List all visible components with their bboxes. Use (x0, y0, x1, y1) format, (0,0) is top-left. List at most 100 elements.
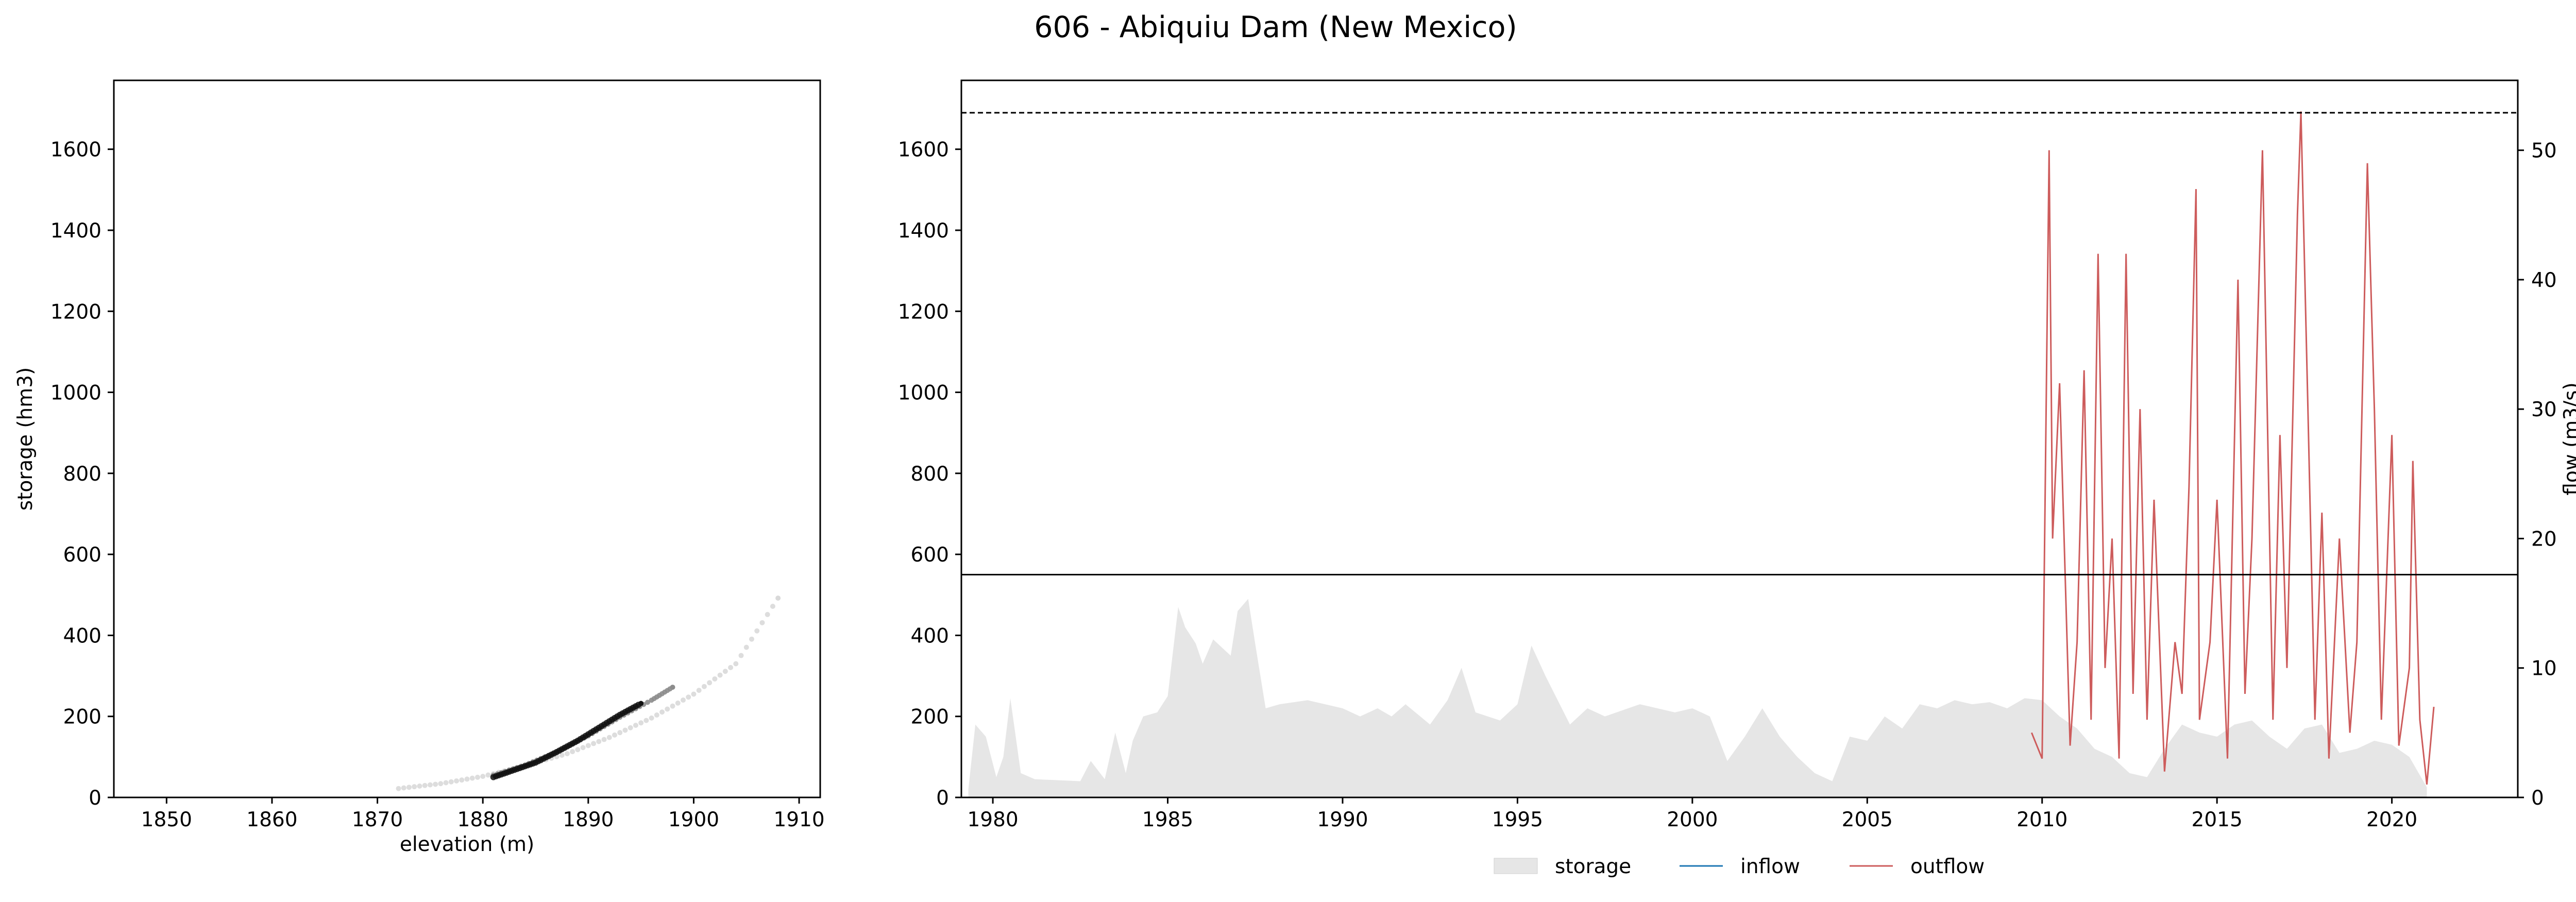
scatter-point (454, 778, 460, 784)
scatter-point (645, 700, 650, 705)
y-tick-label: 1400 (898, 219, 949, 243)
scatter-point (675, 700, 681, 706)
x-tick-label: 1990 (1317, 808, 1368, 831)
y-tick-label: 1600 (50, 139, 101, 162)
scatter-point (580, 745, 586, 751)
x-tick-label: 1880 (457, 808, 509, 831)
legend-item-outflow: outflow (1850, 855, 1985, 878)
y2-tick-label: 50 (2531, 140, 2557, 163)
scatter-point (622, 727, 628, 733)
y-tick-label: 200 (911, 706, 949, 729)
left-chart-panel: 1850 1860 1870 1880 1890 1900 1910 0 200 400 600 80… (14, 79, 825, 856)
y-tick-label: 600 (911, 543, 949, 567)
y-tick-label: 1000 (50, 382, 101, 405)
scatter-point (649, 715, 654, 721)
x-tick-label: 2000 (1667, 808, 1718, 831)
y-tick-label: 600 (63, 543, 101, 567)
x-tick-label: 2010 (2016, 808, 2067, 831)
x-tick-label: 1985 (1142, 808, 1193, 831)
scatter-point (759, 620, 765, 625)
scatter-point (738, 653, 744, 658)
scatter-point (606, 735, 612, 740)
scatter-point (422, 782, 428, 788)
scatter-point (417, 783, 422, 789)
scatter-point (643, 718, 649, 723)
x-tick-label: 1870 (352, 808, 403, 831)
y-tick-label: 0 (89, 787, 101, 810)
scatter-point (612, 732, 617, 738)
scatter-point (585, 743, 591, 748)
scatter-point (474, 774, 480, 780)
scatter-point (765, 611, 770, 617)
legend-item-storage: storage (1494, 855, 1631, 878)
legend-item-inflow: inflow (1680, 855, 1800, 878)
scatter-point (722, 669, 728, 674)
scatter-point (733, 661, 739, 667)
y-tick-label: 800 (911, 463, 949, 486)
scatter-point (591, 741, 597, 746)
scatter-point (638, 701, 644, 706)
scatter-point (728, 665, 734, 670)
scatter-point (406, 785, 412, 790)
y2-tick-label: 40 (2531, 269, 2557, 292)
legend-label-outflow: outflow (1910, 855, 1985, 878)
scatter-point (654, 712, 659, 718)
scatter-point (575, 747, 581, 753)
x-tick-label: 1980 (967, 808, 1018, 831)
scatter-point (628, 725, 633, 730)
x-tick-label: 1890 (563, 808, 614, 831)
x-axis-label: elevation (m) (400, 833, 534, 856)
x-tick-label: 2020 (2366, 808, 2417, 831)
y-tick-label: 1600 (898, 139, 949, 162)
y2-tick-label: 10 (2531, 657, 2557, 680)
legend-swatch-storage (1494, 858, 1538, 874)
figure-title: 606 - Abiquiu Dam (New Mexico) (1034, 10, 1517, 44)
scatter-point (438, 781, 444, 787)
x-tick-label: 2005 (1842, 808, 1893, 831)
scatter-series-2 (490, 701, 644, 780)
scatter-point (701, 684, 707, 689)
scatter-point (396, 786, 401, 791)
legend: storage inflow outflow (1494, 855, 1985, 878)
scatter-point (633, 723, 638, 728)
scatter-point (448, 779, 454, 785)
scatter-point (559, 753, 565, 758)
scatter-point (638, 720, 644, 726)
y2-tick-label: 20 (2531, 527, 2557, 551)
y-tick-label: 1200 (50, 300, 101, 324)
scatter-point (680, 697, 686, 703)
scatter-point (601, 737, 607, 742)
scatter-point (665, 706, 670, 712)
scatter-point (459, 777, 465, 783)
right-plot-frame (960, 79, 2519, 798)
scatter-point (691, 691, 697, 697)
y-axis-label: storage (hm3) (14, 367, 37, 511)
legend-label-storage: storage (1555, 855, 1631, 878)
y2-tick-label: 30 (2531, 398, 2557, 421)
legend-label-inflow: inflow (1740, 855, 1800, 878)
scatter-point (464, 776, 470, 782)
scatter-point (469, 775, 475, 781)
scatter-point (659, 709, 665, 715)
scatter-point (570, 749, 575, 755)
y-tick-label: 200 (63, 706, 101, 729)
storage-area (968, 599, 2427, 797)
scatter-point (427, 782, 433, 788)
y2-tick-label: 0 (2531, 787, 2544, 810)
y-tick-label: 1000 (898, 382, 949, 405)
scatter-point (670, 685, 675, 690)
scatter-point (480, 774, 486, 779)
x-tick-label: 1900 (668, 808, 719, 831)
y-tick-label: 800 (63, 463, 101, 486)
scatter-point (686, 694, 691, 700)
x-tick-label: 1910 (773, 808, 824, 831)
y2-axis-label: flow (m3/s) (2560, 382, 2576, 495)
scatter-point (433, 781, 438, 787)
x-tick-label: 1995 (1492, 808, 1543, 831)
scatter-point (617, 730, 623, 736)
scatter-point (775, 595, 781, 601)
scatter-point (754, 628, 760, 634)
y-tick-label: 1200 (898, 300, 949, 324)
left-plot-frame (113, 79, 821, 798)
